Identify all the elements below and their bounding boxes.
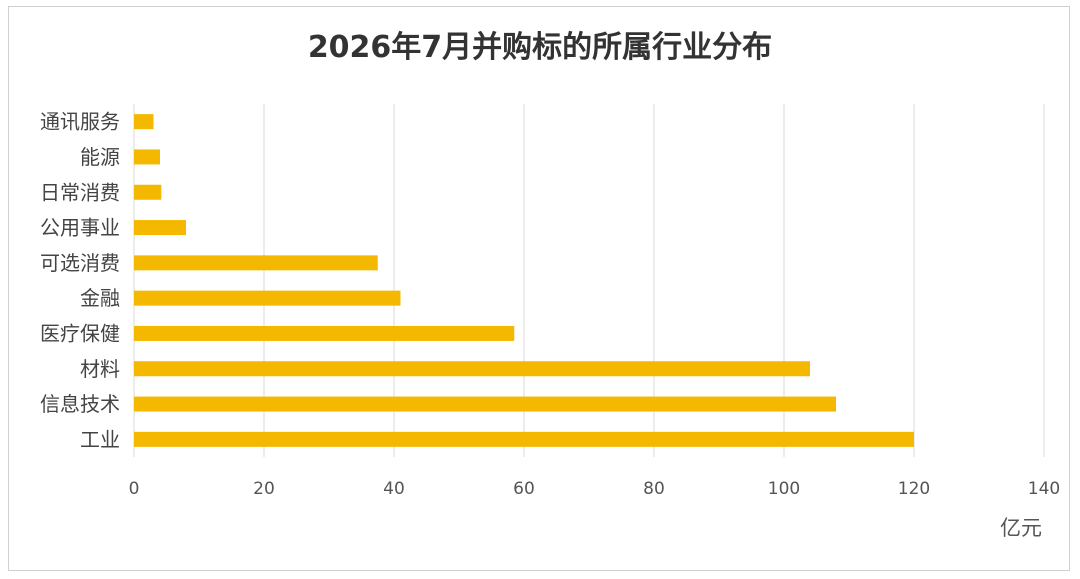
x-tick-label: 120 bbox=[898, 479, 930, 499]
y-category-label: 可选消费 bbox=[40, 251, 120, 275]
y-category-label: 日常消费 bbox=[40, 180, 120, 204]
x-tick-label: 20 bbox=[253, 479, 275, 499]
x-tick-label: 0 bbox=[129, 479, 140, 499]
x-tick-label: 40 bbox=[383, 479, 405, 499]
x-tick-label: 60 bbox=[513, 479, 535, 499]
bar-8 bbox=[134, 396, 836, 412]
bar-3 bbox=[134, 220, 186, 236]
chart-title: 2026年7月并购标的所属行业分布 bbox=[307, 30, 773, 65]
y-category-label: 医疗保健 bbox=[40, 321, 120, 345]
y-category-label: 金融 bbox=[80, 286, 120, 310]
bar-0 bbox=[134, 114, 154, 130]
bar-4 bbox=[134, 255, 378, 271]
bar-6 bbox=[134, 325, 515, 341]
x-tick-label: 100 bbox=[768, 479, 800, 499]
y-category-label: 工业 bbox=[80, 427, 120, 451]
y-category-label: 能源 bbox=[80, 145, 120, 169]
x-tick-label: 140 bbox=[1028, 479, 1060, 499]
y-category-label: 通讯服务 bbox=[40, 110, 120, 134]
bar-9 bbox=[134, 431, 914, 447]
x-tick-label: 80 bbox=[643, 479, 665, 499]
bar-7 bbox=[134, 361, 810, 377]
chart-frame bbox=[8, 6, 1070, 571]
bar-2 bbox=[134, 184, 162, 200]
x-axis-unit-label: 亿元 bbox=[1000, 516, 1042, 540]
y-category-label: 公用事业 bbox=[40, 216, 120, 240]
y-category-label: 材料 bbox=[80, 357, 120, 381]
bar-1 bbox=[134, 149, 160, 165]
bar-5 bbox=[134, 290, 401, 306]
y-category-label: 信息技术 bbox=[40, 392, 120, 416]
